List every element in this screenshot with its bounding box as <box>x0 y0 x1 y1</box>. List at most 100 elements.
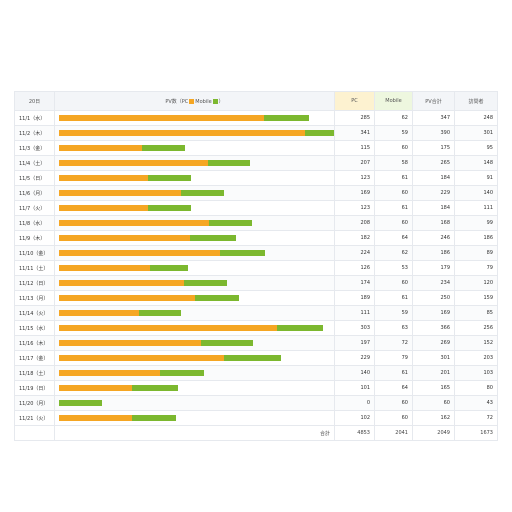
row-mobile: 61 <box>374 365 413 381</box>
row-pc: 111 <box>334 305 375 321</box>
mobile-bar-segment <box>304 130 334 136</box>
row-sum: 246 <box>412 230 455 246</box>
row-bar-cell <box>54 290 335 306</box>
row-date: 11/8（水） <box>14 215 55 231</box>
row-date: 11/6（月） <box>14 185 55 201</box>
mobile-bar-segment <box>141 145 185 151</box>
row-sum: 347 <box>412 110 455 126</box>
row-mobile: 59 <box>374 125 413 141</box>
header-pv-suffix: ） <box>218 98 224 105</box>
row-mobile: 60 <box>374 275 413 291</box>
row-mobile: 64 <box>374 380 413 396</box>
row-pc: 169 <box>334 185 375 201</box>
pv-stacked-bar <box>59 385 330 391</box>
table-row: 11/5（日） 123 61 184 91 <box>14 170 498 186</box>
row-bar-cell <box>54 350 335 366</box>
row-visitors: 301 <box>454 125 498 141</box>
table-row: 11/6（月） 169 60 229 140 <box>14 185 498 201</box>
row-pc: 101 <box>334 380 375 396</box>
row-mobile: 79 <box>374 350 413 366</box>
row-visitors: 203 <box>454 350 498 366</box>
row-bar-cell <box>54 110 335 126</box>
row-sum: 184 <box>412 200 455 216</box>
table-row: 11/7（火） 123 61 184 111 <box>14 200 498 216</box>
row-date: 11/17（金） <box>14 350 55 366</box>
row-mobile: 62 <box>374 245 413 261</box>
pv-stacked-bar <box>59 400 330 406</box>
header-date[interactable]: 20日 <box>14 91 55 111</box>
row-bar-cell <box>54 155 335 171</box>
row-visitors: 80 <box>454 380 498 396</box>
mobile-bar-segment <box>180 190 224 196</box>
pc-bar-segment <box>59 415 133 421</box>
table-row: 11/16（木） 197 72 269 152 <box>14 335 498 351</box>
pc-bar-segment <box>59 130 305 136</box>
header-mobile[interactable]: Mobile <box>374 91 413 111</box>
pv-stacked-bar <box>59 325 330 331</box>
row-date: 11/20（月） <box>14 395 55 411</box>
row-mobile: 61 <box>374 290 413 306</box>
row-pc: 197 <box>334 335 375 351</box>
pv-table: 20日 PV数（PC Mobile ） PC Mobile PV合計 訪問者 11/… <box>14 91 498 441</box>
row-pc: 126 <box>334 260 375 276</box>
mobile-bar-segment <box>223 355 281 361</box>
table-row: 11/21（火） 102 60 162 72 <box>14 410 498 426</box>
row-pc: 189 <box>334 290 375 306</box>
pc-bar-segment <box>59 160 209 166</box>
row-mobile: 62 <box>374 110 413 126</box>
row-visitors: 99 <box>454 215 498 231</box>
mobile-bar-segment <box>208 160 250 166</box>
mobile-bar-segment <box>220 250 265 256</box>
row-visitors: 72 <box>454 410 498 426</box>
mobile-bar-segment <box>147 205 192 211</box>
row-sum: 301 <box>412 350 455 366</box>
mobile-legend-swatch-icon <box>212 98 218 104</box>
mobile-bar-segment <box>195 295 239 301</box>
pv-stacked-bar <box>59 250 330 256</box>
header-pc[interactable]: PC <box>334 91 375 111</box>
row-mobile: 64 <box>374 230 413 246</box>
table-row: 11/14（火） 111 59 169 85 <box>14 305 498 321</box>
row-sum: 179 <box>412 260 455 276</box>
header-pv-bars[interactable]: PV数（PC Mobile ） <box>54 91 335 111</box>
row-visitors: 95 <box>454 140 498 156</box>
pv-stacked-bar <box>59 295 330 301</box>
table-row: 11/13（月） 189 61 250 159 <box>14 290 498 306</box>
table-row: 11/2（木） 341 59 390 301 <box>14 125 498 141</box>
total-date-empty <box>14 425 55 441</box>
table-row: 11/10（金） 224 62 186 89 <box>14 245 498 261</box>
row-date: 11/11（土） <box>14 260 55 276</box>
row-sum: 184 <box>412 170 455 186</box>
header-pv-prefix: PV数（PC <box>165 98 189 105</box>
mobile-bar-segment <box>264 115 309 121</box>
row-date: 11/9（木） <box>14 230 55 246</box>
row-bar-cell <box>54 410 335 426</box>
header-pv-sum[interactable]: PV合計 <box>412 91 455 111</box>
table-body: 11/1（水） 285 62 347 248 11/2（木） 341 59 390 301 11/3… <box>14 110 498 426</box>
row-visitors: 89 <box>454 245 498 261</box>
row-visitors: 159 <box>454 290 498 306</box>
row-pc: 140 <box>334 365 375 381</box>
mobile-bar-segment <box>159 370 204 376</box>
row-pc: 229 <box>334 350 375 366</box>
pc-bar-segment <box>59 310 139 316</box>
table-row: 11/1（水） 285 62 347 248 <box>14 110 498 126</box>
mobile-bar-segment <box>208 220 252 226</box>
pc-bar-segment <box>59 175 148 181</box>
row-visitors: 79 <box>454 260 498 276</box>
mobile-bar-segment <box>200 340 253 346</box>
row-bar-cell <box>54 275 335 291</box>
total-pc: 4853 <box>334 425 375 441</box>
header-visitors[interactable]: 訪問者 <box>454 91 498 111</box>
row-mobile: 63 <box>374 320 413 336</box>
row-visitors: 152 <box>454 335 498 351</box>
row-bar-cell <box>54 245 335 261</box>
row-sum: 269 <box>412 335 455 351</box>
pv-stacked-bar <box>59 220 330 226</box>
row-date: 11/19（日） <box>14 380 55 396</box>
row-pc: 224 <box>334 245 375 261</box>
mobile-bar-segment <box>131 385 178 391</box>
row-visitors: 120 <box>454 275 498 291</box>
row-bar-cell <box>54 335 335 351</box>
table-row: 11/19（日） 101 64 165 80 <box>14 380 498 396</box>
